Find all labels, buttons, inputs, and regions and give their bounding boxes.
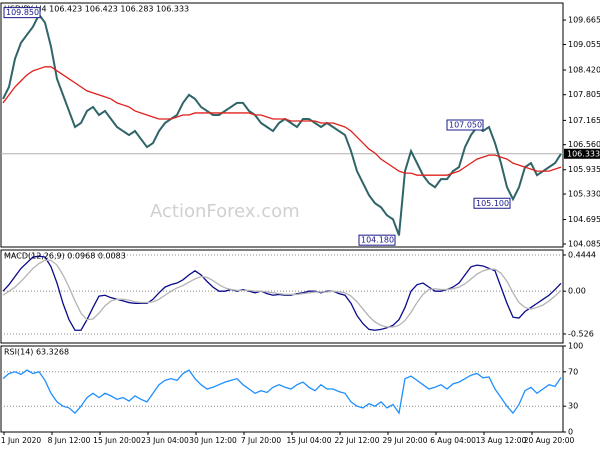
x-tick-label: 22 Jul 12:00 [335, 436, 380, 445]
last-price-box [564, 148, 600, 159]
x-tick-label: 8 Jun 12:00 [48, 436, 91, 445]
annotation-box [358, 234, 396, 246]
annotation-box [473, 197, 511, 209]
y-tick-label: 105.935 [568, 165, 600, 174]
y-tick-label: 109.055 [568, 40, 600, 49]
y-tick-label: 106.560 [568, 140, 600, 149]
annotation-box [3, 7, 41, 19]
y-tick-label: 104.085 [568, 239, 600, 248]
y-tick-label: 100 [568, 342, 583, 351]
x-tick-label: 23 Jun 04:00 [141, 436, 189, 445]
annotation-label: 104.180 [361, 236, 394, 245]
y-tick-label: 0.4444 [568, 251, 596, 260]
x-tick-label: 20 Aug 20:00 [524, 436, 575, 445]
y-tick-label: 107.805 [568, 90, 600, 99]
y-tick-label: 108.420 [568, 66, 600, 75]
y-tick-label: 105.330 [568, 190, 600, 199]
watermark: ActionForex.com [150, 201, 300, 222]
y-tick-label: 0 [568, 428, 573, 437]
y-tick-label: 109.665 [568, 16, 600, 25]
panel-title: RSI(14) 63.3268 [4, 348, 69, 357]
series-line [2, 259, 562, 328]
series-line [2, 369, 562, 415]
annotation-label: 109.850 [6, 8, 39, 17]
annotation-label: 105.100 [476, 199, 509, 208]
rsi-panel [0, 345, 564, 433]
macd-panel [0, 249, 564, 344]
x-tick-label: 13 Aug 12:00 [476, 436, 527, 445]
x-tick-label: 1 Jun 2020 [1, 436, 42, 445]
last-price-label: 106.333 [567, 149, 600, 158]
annotation-label: 107.050 [449, 121, 482, 130]
panel-title: MACD(12,26,9) 0.0968 0.0083 [4, 252, 126, 261]
price-panel [0, 2, 564, 248]
y-tick-label: 104.695 [568, 215, 600, 224]
annotation-box [446, 119, 484, 131]
y-tick-label: 70 [568, 367, 578, 376]
panel-title: USDJPY,H4 106.423 106.423 106.283 106.33… [4, 5, 189, 14]
series-line [2, 255, 562, 331]
x-tick-label: 6 Aug 04:00 [430, 436, 476, 445]
x-tick-label: 30 Jun 12:00 [189, 436, 237, 445]
series-line [2, 66, 562, 176]
series-line [2, 12, 562, 236]
y-tick-label: -0.526 [568, 329, 594, 338]
x-tick-label: 7 Jul 20:00 [241, 436, 281, 445]
y-tick-label: 30 [568, 402, 578, 411]
y-tick-label: 107.165 [568, 116, 600, 125]
x-tick-label: 15 Jun 20:00 [93, 436, 141, 445]
x-tick-label: 29 Jul 20:00 [383, 436, 428, 445]
x-tick-label: 15 Jul 04:00 [287, 436, 332, 445]
y-tick-label: 0.00 [568, 287, 586, 296]
